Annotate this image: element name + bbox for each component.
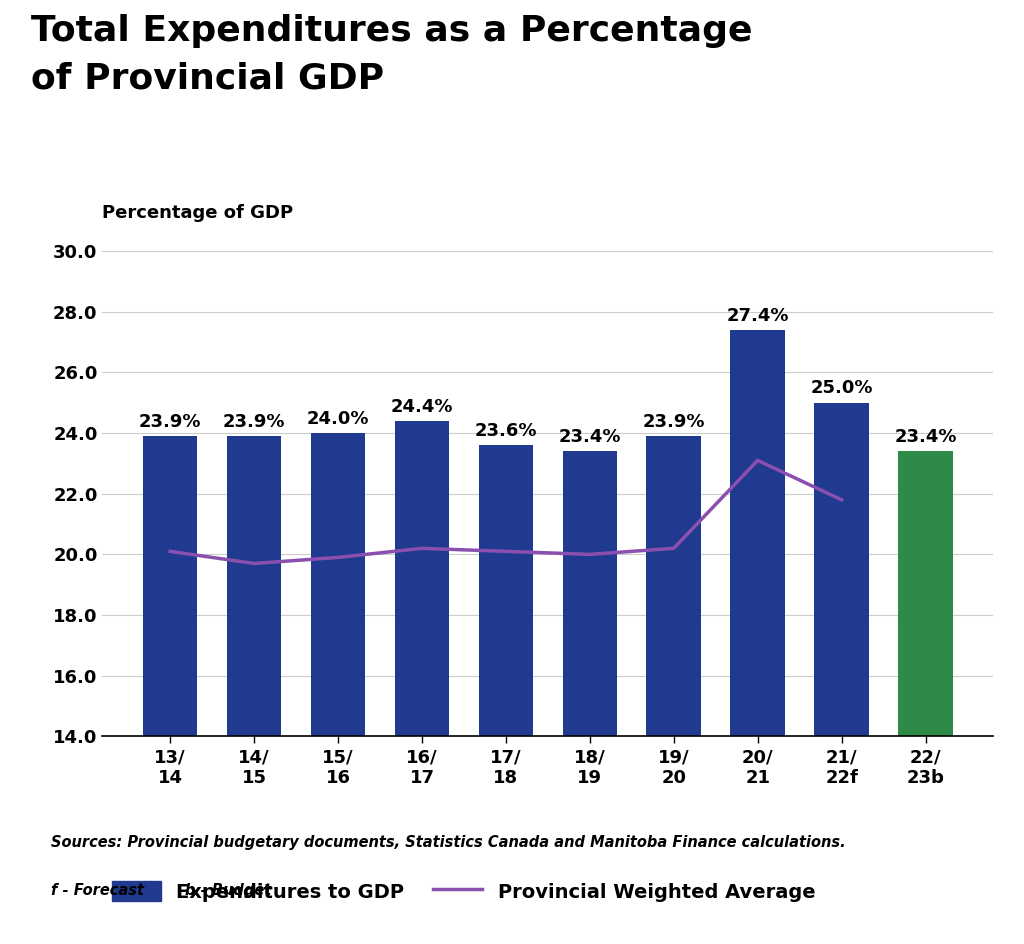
Text: of Provincial GDP: of Provincial GDP [31, 61, 384, 95]
Bar [562, 451, 617, 944]
Bar [730, 330, 785, 944]
Bar [227, 436, 282, 944]
Bar [898, 451, 952, 944]
Text: 23.4%: 23.4% [558, 428, 621, 446]
Text: 27.4%: 27.4% [726, 307, 788, 325]
Text: 23.9%: 23.9% [139, 413, 202, 430]
Text: 24.0%: 24.0% [307, 410, 370, 428]
Text: 23.9%: 23.9% [642, 413, 705, 430]
Text: 25.0%: 25.0% [810, 379, 872, 397]
Text: Total Expenditures as a Percentage: Total Expenditures as a Percentage [31, 14, 753, 48]
Legend: Expenditures to GDP, Provincial Weighted Average: Expenditures to GDP, Provincial Weighted… [112, 881, 815, 902]
Text: f - Forecast        b - Budget: f - Forecast b - Budget [51, 883, 271, 898]
Text: 23.6%: 23.6% [475, 422, 538, 440]
Bar [310, 433, 366, 944]
Text: Sources: Provincial budgetary documents, Statistics Canada and Manitoba Finance : Sources: Provincial budgetary documents,… [51, 835, 846, 851]
Bar [814, 403, 868, 944]
Bar [478, 446, 534, 944]
Bar [394, 421, 450, 944]
Bar [646, 436, 701, 944]
Text: 23.4%: 23.4% [894, 428, 956, 446]
Text: Percentage of GDP: Percentage of GDP [102, 204, 294, 222]
Bar [143, 436, 198, 944]
Text: 23.9%: 23.9% [223, 413, 286, 430]
Text: 24.4%: 24.4% [391, 397, 454, 415]
